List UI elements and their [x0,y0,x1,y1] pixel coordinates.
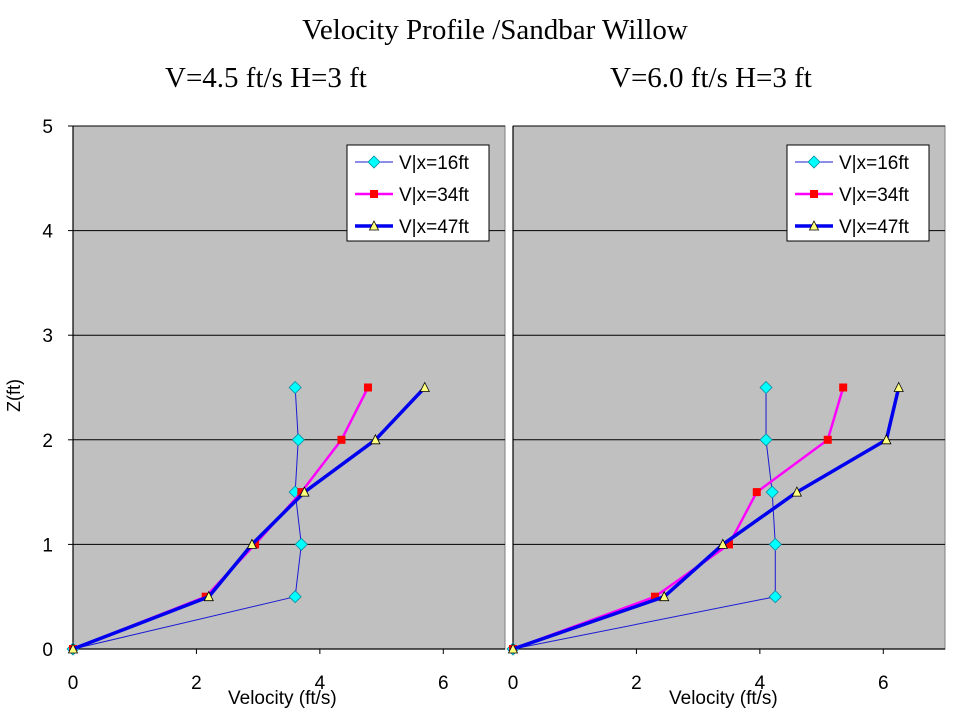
right-data-point [823,435,832,444]
left-data-point [288,380,302,395]
x-tick-label: 2 [191,673,202,694]
legend-swatch-marker [808,220,820,231]
legend-swatch-marker [368,220,380,231]
right-data-point [881,433,892,445]
right-data-point [839,383,848,392]
right-data-point [765,485,779,499]
right-data-point [752,488,761,497]
left-data-point [419,381,430,392]
left-x-axis-label: Velocity (ft/s) [228,688,337,709]
legend-swatch-marker [807,155,821,169]
chart-main-title: Velocity Profile /Sandbar Willow [302,14,688,46]
left-data-point [67,643,79,654]
x-tick-label: 0 [68,673,79,694]
right-x-axis-label: Velocity (ft/s) [669,688,778,709]
right-data-point [650,592,659,601]
y-tick-label: 3 [42,326,53,347]
y-tick-label: 4 [42,222,53,243]
left-data-point [288,590,302,604]
y-tick-label: 2 [42,431,53,452]
y-tick-label: 0 [42,640,53,661]
left-data-point [337,435,346,444]
right-data-point [507,643,519,654]
right-data-point [725,540,733,549]
right-chart-title: V=6.0 ft/s H=3 ft [610,62,812,94]
right-series-line-2 [512,387,845,651]
legend-swatch-marker [370,190,378,198]
legend-label: V|x=47ft [399,217,470,238]
left-data-point [251,540,260,549]
x-tick-label: 2 [631,673,642,694]
x-tick-label: 0 [508,673,519,694]
left-series-line-1 [72,387,302,650]
legend-label: V|x=16ft [399,153,470,174]
legend-label: V|x=16ft [839,153,910,174]
legend-label: V|x=47ft [839,217,910,238]
x-tick-label: 6 [878,673,889,694]
right-data-point [893,381,904,392]
x-tick-label: 4 [755,673,766,694]
right-data-point [768,537,782,551]
left-data-point [203,590,214,602]
left-data-point [294,537,308,551]
y-tick-label: 1 [42,535,53,556]
left-data-point [297,488,306,497]
y-tick-label: 5 [42,117,53,138]
right-data-point [768,590,782,604]
right-data-point [759,433,773,447]
right-data-point [659,590,670,602]
left-data-point [299,486,310,497]
left-data-point [363,383,372,392]
right-data-point [759,380,773,395]
legend-swatch-marker [367,155,381,169]
right-data-point [791,486,803,497]
left-data-point [291,433,305,447]
left-series-line-3 [72,386,427,651]
left-chart-title: V=4.5 ft/s H=3 ft [165,62,367,94]
x-tick-label: 6 [438,673,449,694]
right-series-line-1 [512,387,776,650]
legend-swatch-marker [810,190,818,198]
right-series-line-3 [512,387,901,651]
legend-label: V|x=34ft [839,185,910,206]
left-data-point [246,538,258,549]
x-tick-label: 4 [315,673,326,694]
left-data-point [370,433,381,445]
legend-label: V|x=34ft [399,185,470,206]
right-data-point [717,538,728,549]
